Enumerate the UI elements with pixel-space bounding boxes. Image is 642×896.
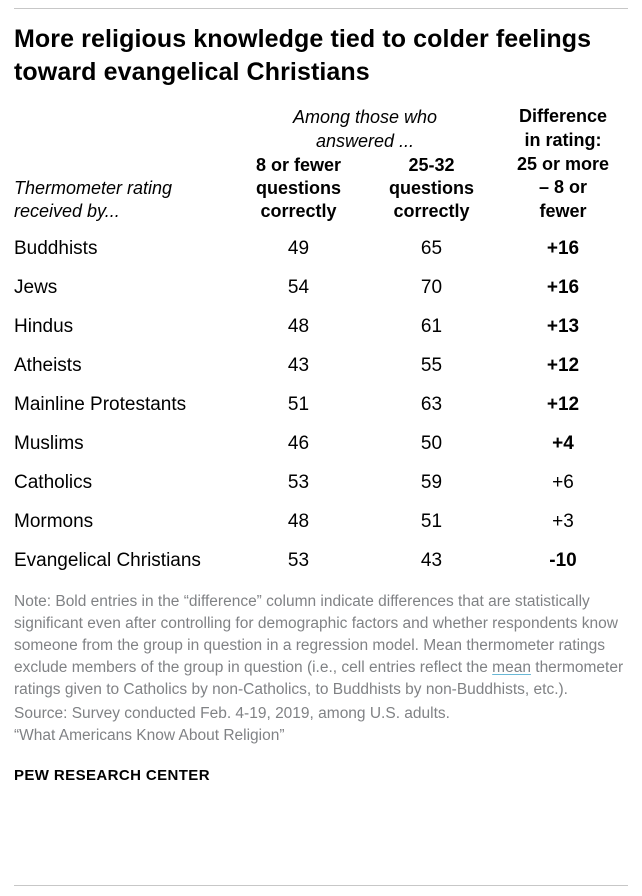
- mean-definition-link[interactable]: mean: [492, 658, 531, 676]
- table-header: Thermometer rating received by... Among …: [14, 105, 628, 230]
- group-label: Atheists: [14, 355, 82, 377]
- group-label: Hindus: [14, 316, 74, 338]
- rating-low: 54: [287, 277, 310, 299]
- rating-difference: +16: [546, 277, 580, 299]
- group-label: Jews: [14, 277, 58, 299]
- rating-low: 49: [287, 238, 310, 260]
- rating-low: 46: [287, 433, 310, 455]
- column-header-low: 8 or fewer questions correctly: [255, 154, 342, 222]
- rating-low: 48: [287, 316, 310, 338]
- rating-difference: +3: [552, 511, 574, 533]
- rating-high: 65: [420, 238, 443, 260]
- table-body: Buddhists 49 65 +16 Jews 54 70 +16 Hindu…: [14, 230, 628, 581]
- note-text-after: thermometer ratings given to Catholics b…: [14, 658, 624, 698]
- table-row: Atheists 43 55 +12: [14, 347, 628, 386]
- rating-difference: +12: [546, 394, 580, 416]
- rating-difference: +6: [552, 472, 574, 494]
- group-label: Muslims: [14, 433, 84, 455]
- rating-difference: +12: [546, 355, 580, 377]
- group-label: Mormons: [14, 511, 94, 533]
- rating-high: 51: [420, 511, 443, 533]
- group-label: Catholics: [14, 472, 93, 494]
- rating-low: 51: [287, 394, 310, 416]
- source-line: Source: Survey conducted Feb. 4-19, 2019…: [14, 704, 450, 722]
- rating-high: 50: [420, 433, 443, 455]
- survey-name: “What Americans Know About Religion”: [14, 726, 285, 744]
- column-header-high: 25-32 questions correctly: [388, 154, 474, 222]
- pew-research-center-wordmark: PEW RESEARCH CENTER: [14, 766, 210, 784]
- top-rule: [14, 8, 628, 9]
- table-row: Mainline Protestants 51 63 +12: [14, 386, 628, 425]
- rating-low: 48: [287, 511, 310, 533]
- column-header-difference: Difference in rating: 25 or more – 8 or …: [516, 106, 610, 221]
- rating-difference: +16: [546, 238, 580, 260]
- rating-low: 53: [287, 472, 310, 494]
- rating-high: 61: [420, 316, 443, 338]
- rating-high: 55: [420, 355, 443, 377]
- rating-difference: +4: [552, 433, 574, 455]
- table-row: Jews 54 70 +16: [14, 269, 628, 308]
- rating-high: 59: [420, 472, 443, 494]
- rating-difference: +13: [546, 316, 580, 338]
- table-row: Muslims 46 50 +4: [14, 425, 628, 464]
- group-label: Mainline Protestants: [14, 394, 187, 416]
- group-label: Evangelical Christians: [14, 550, 201, 572]
- figure-title: More religious knowledge tied to colder …: [14, 25, 592, 86]
- group-label: Buddhists: [14, 238, 98, 260]
- rating-difference: -10: [549, 550, 577, 572]
- table-row: Catholics 53 59 +6: [14, 464, 628, 503]
- table-row: Hindus 48 61 +13: [14, 308, 628, 347]
- figure-source: Source: Survey conducted Feb. 4-19, 2019…: [14, 703, 628, 747]
- figure-note: Note: Bold entries in the “difference” c…: [14, 591, 628, 701]
- rating-high: 63: [420, 394, 443, 416]
- table-row: Evangelical Christians 53 43 -10: [14, 542, 628, 581]
- row-header-label: Thermometer rating received by...: [14, 177, 173, 222]
- rating-high: 43: [420, 550, 443, 572]
- rating-high: 70: [420, 277, 443, 299]
- rating-low: 53: [287, 550, 310, 572]
- among-answered-header: Among those who answered ...: [292, 107, 438, 152]
- note-text-before: Note: Bold entries in the “difference” c…: [14, 592, 618, 676]
- table-row: Mormons 48 51 +3: [14, 503, 628, 542]
- table-row: Buddhists 49 65 +16: [14, 230, 628, 269]
- rating-low: 43: [287, 355, 310, 377]
- bottom-rule: [14, 885, 628, 886]
